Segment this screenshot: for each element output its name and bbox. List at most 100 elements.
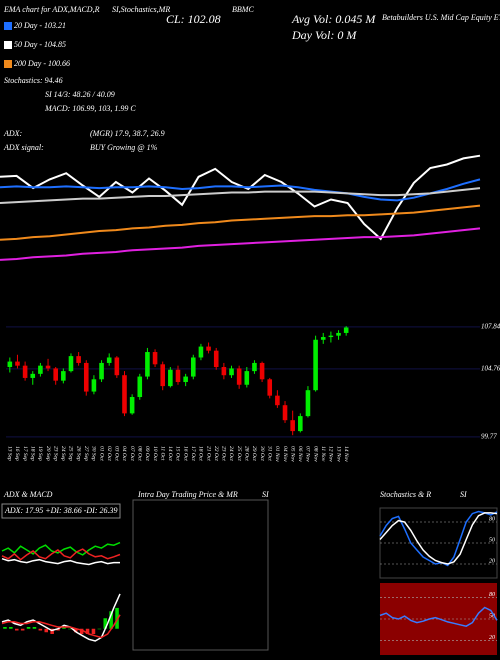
candle-body: [38, 365, 43, 374]
x-tick-label: 13 Nov: [335, 446, 341, 462]
y-tick-label: 20: [489, 635, 495, 641]
x-tick-label: 27 Sep: [83, 446, 89, 461]
macd-bar: [56, 628, 60, 631]
candle-body: [83, 362, 89, 392]
candle-body: [236, 368, 242, 385]
candle-body: [45, 365, 51, 369]
x-tick-label: 15 Oct: [175, 446, 181, 461]
legend-swatch: [4, 41, 12, 49]
legend-swatch: [4, 60, 12, 68]
header-label: EMA chart for ADX,MACD,R: [3, 5, 100, 14]
panel-annotation: ADX: 17.95 +DI: 38.66 -DI: 26.39: [4, 506, 118, 515]
header-label: 200 Day - 100.66: [14, 59, 70, 68]
y-tick-label: 20: [489, 558, 495, 564]
candle-body: [213, 350, 219, 368]
x-tick-label: 24 Sep: [60, 446, 67, 461]
candle-body: [175, 369, 181, 383]
x-tick-label: 11 Nov: [320, 446, 326, 462]
header-label: Betabuilders U.S. Mid Cap Equity ETF) M: [382, 13, 500, 22]
macd-bar: [85, 628, 90, 634]
x-tick-label: 17 Sep: [22, 446, 28, 461]
x-tick-label: 13 Sep: [7, 446, 13, 461]
x-tick-label: 01 Oct: [98, 446, 104, 461]
header-label: 20 Day - 103.21: [14, 21, 66, 30]
y-tick-label: 80: [489, 516, 495, 522]
candle-body: [190, 357, 196, 377]
x-tick-label: 04 Oct: [121, 446, 128, 461]
candle-body: [137, 376, 143, 398]
series-line: [1, 557, 120, 566]
candle-body: [7, 361, 13, 368]
series-line: [1, 541, 121, 556]
header-label: BUY Growing @ 1%: [90, 143, 158, 152]
candle-body: [30, 373, 36, 378]
macd-bar: [97, 628, 102, 630]
macd-bar: [26, 627, 31, 629]
candle-body: [275, 395, 280, 406]
x-tick-label: 19 Sep: [37, 446, 43, 461]
macd-bar: [73, 628, 78, 633]
x-tick-label: 06 Nov: [297, 446, 303, 462]
panel-title: ADX & MACD: [3, 490, 53, 499]
header-label: Stochastics: 94.46: [4, 76, 63, 85]
x-tick-label: 30 Sep: [91, 445, 97, 461]
candle-body: [298, 416, 303, 432]
x-tick-label: 03 Oct: [114, 446, 120, 461]
header-label: CL: 102.08: [166, 12, 221, 26]
candle-body: [129, 397, 135, 414]
x-tick-label: 12 Nov: [328, 446, 334, 462]
candle-body: [252, 362, 257, 372]
series-line: [0, 178, 481, 202]
candle-body: [15, 361, 20, 366]
candle-body: [221, 367, 227, 376]
candle-body: [183, 376, 188, 383]
macd-bar: [14, 628, 19, 631]
header-label: BBMC: [232, 5, 254, 14]
candle-body: [305, 390, 311, 417]
x-tick-label: 08 Oct: [137, 446, 143, 461]
candle-body: [343, 327, 349, 333]
candle-body: [290, 420, 295, 432]
x-tick-label: 30 Oct: [259, 445, 265, 461]
candle-body: [320, 337, 326, 340]
x-tick-label: 08 Nov: [312, 446, 318, 462]
x-tick-label: 11 Oct: [159, 446, 165, 461]
x-tick-label: 04 Nov: [282, 446, 289, 462]
x-tick-label: 25 Sep: [68, 446, 74, 461]
header-label: ADX signal:: [3, 143, 44, 152]
candle-body: [122, 375, 127, 414]
series-line: [0, 187, 481, 204]
series-line: [0, 154, 481, 241]
series-line: [1, 548, 121, 561]
header-label: (MGR) 17.9, 38.7, 26.9: [90, 129, 165, 138]
y-tick-label: 80: [489, 592, 495, 598]
macd-bar: [9, 627, 13, 629]
macd-bar: [91, 628, 96, 634]
x-tick-label: 21 Oct: [205, 446, 211, 461]
x-tick-label: 17 Oct: [190, 446, 196, 461]
x-tick-label: 14 Nov: [343, 446, 350, 462]
candle-body: [267, 379, 273, 396]
candle-body: [198, 346, 204, 358]
macd-bar: [20, 628, 25, 631]
panel-title: Intra Day Trading Price & MR: [137, 490, 238, 499]
x-tick-label: 26 Sep: [75, 446, 81, 461]
x-tick-label: 31 Oct: [266, 445, 272, 461]
candle-body: [61, 371, 66, 381]
candle-body: [152, 352, 158, 365]
candle-body: [244, 371, 250, 385]
candle-body: [229, 368, 234, 376]
intraday-panel: [132, 499, 269, 651]
series-line: [0, 227, 481, 261]
candle-body: [76, 356, 81, 363]
macd-bar: [79, 628, 84, 634]
panel-title: SI: [262, 490, 269, 499]
candle-body: [99, 362, 104, 380]
series-line: [379, 512, 498, 565]
panel-title: SI: [460, 490, 467, 499]
macd-bar: [68, 628, 72, 630]
candle-body: [114, 357, 120, 376]
candle-body: [206, 346, 211, 351]
x-tick-label: 25 Oct: [236, 446, 242, 461]
macd-bar: [38, 628, 43, 631]
